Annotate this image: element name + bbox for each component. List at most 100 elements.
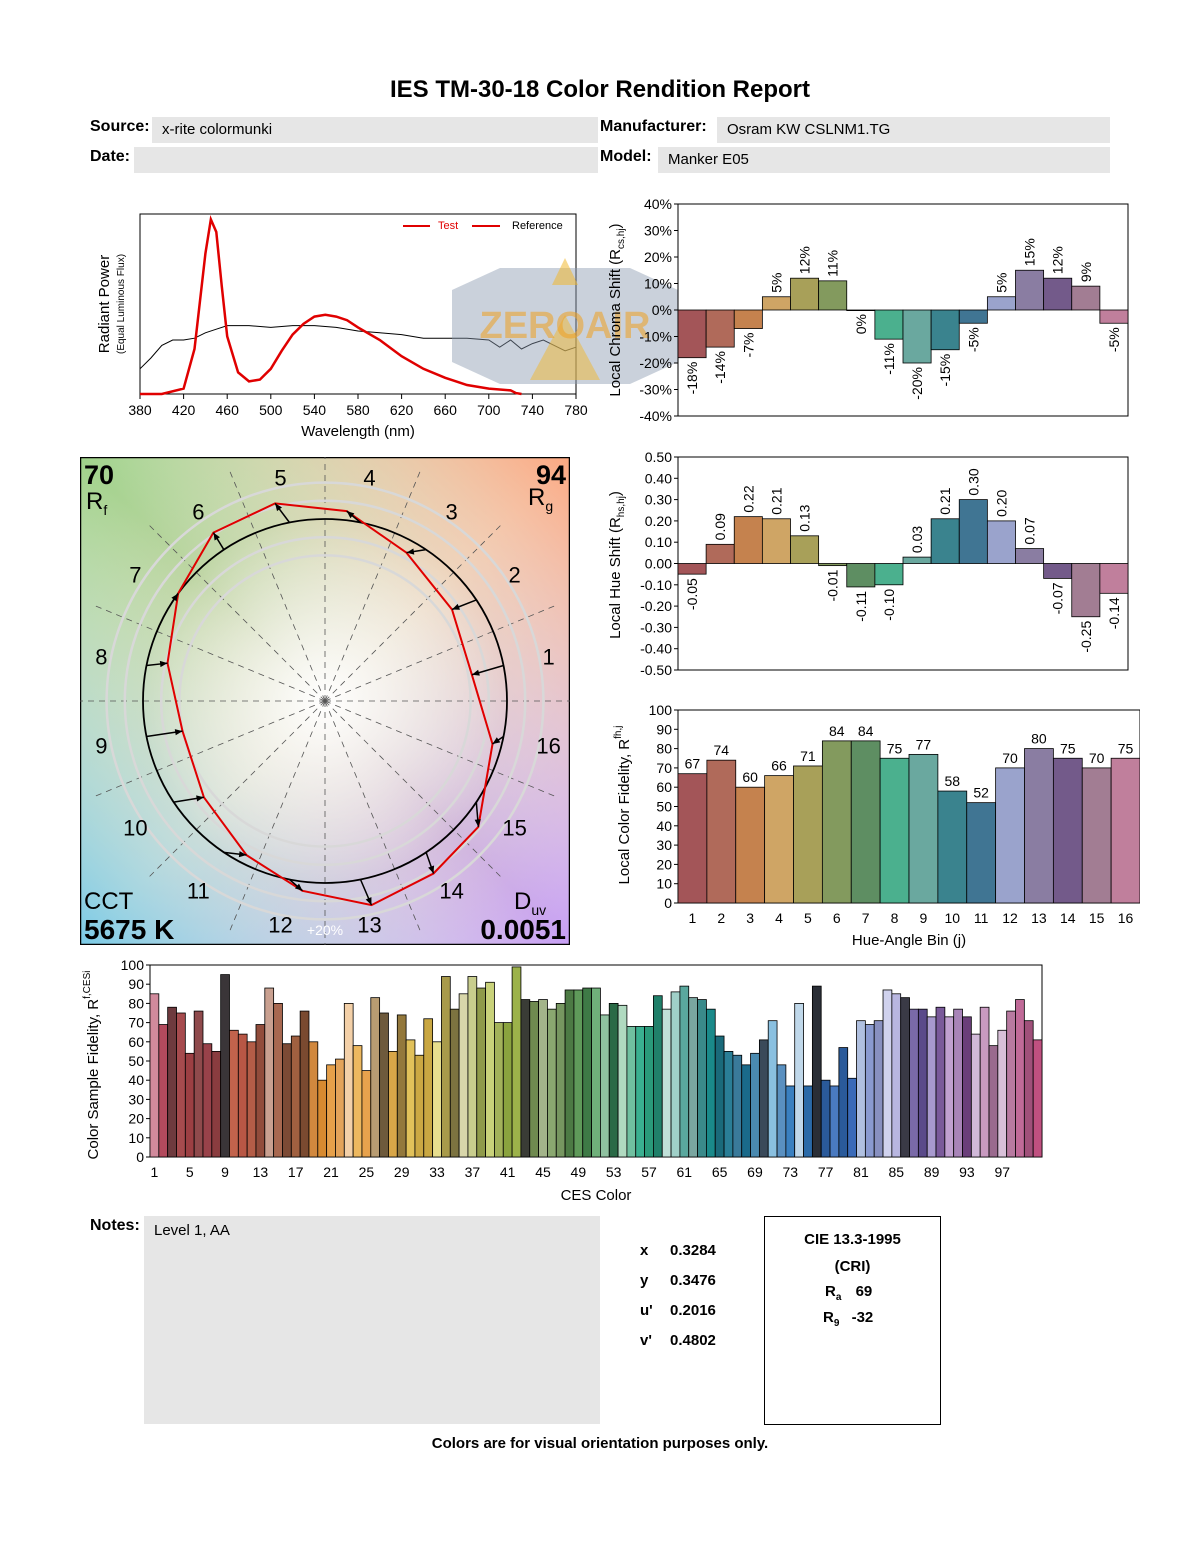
bar [902,309,932,364]
bar [882,989,893,1158]
ytick-label: 0.50 [645,449,672,465]
cri-r9-row: R9 -32 [823,1309,874,1329]
bar [733,516,763,564]
bar [282,1043,292,1158]
bar-data-label: 11% [825,250,841,277]
ytick-label: -0.40 [640,641,672,657]
ytick-label: 80 [656,741,672,757]
hue-bin-spoke [147,523,326,702]
bar [290,1035,301,1158]
arrowhead [346,511,355,519]
ytick-label: 30 [128,1091,144,1107]
bar [761,296,791,311]
bar [944,1016,955,1158]
ytick-label: -0.30 [640,619,672,635]
bar [1071,285,1101,311]
xtick-label: 57 [641,1164,657,1180]
bar [264,987,275,1158]
bar [670,991,681,1158]
manufacturer-field[interactable]: Osram KW CSLNM1.TG [717,117,1110,143]
xtick-label: 89 [924,1164,940,1180]
ytick-label: 0.20 [645,513,672,529]
bar [818,280,848,311]
bar-data-label: -0.25 [1078,621,1094,653]
lamp-icon [552,258,578,285]
bar-data-label: 84 [858,723,874,739]
bar-data-label: 66 [771,758,787,774]
hue-bin-spoke [324,700,503,879]
bar [764,775,794,904]
bar [785,1085,796,1158]
bar [733,309,763,329]
x-value: 0.3284 [670,1242,716,1259]
bar [467,976,478,1158]
xtick-label: 11 [974,910,989,926]
hue-bin-spoke [324,700,557,798]
xtick-label: 17 [288,1164,304,1180]
ytick-label: 0.00 [645,556,672,572]
xtick-label: 73 [783,1164,799,1180]
bar [352,1045,363,1158]
bar [626,1026,637,1158]
bar [600,1014,610,1158]
bar [564,989,575,1158]
xtick-label: 41 [500,1164,516,1180]
arrowhead [471,669,480,676]
v-prime-value: 0.4802 [670,1332,716,1349]
xtick-label: 16 [1118,910,1134,926]
bar [176,1012,186,1158]
xtick-label: 1 [689,910,697,926]
xtick-label: 61 [677,1164,693,1180]
bar [326,1064,336,1158]
bar [1052,757,1083,904]
bar [970,1033,981,1158]
source-field[interactable]: x-rite colormunki [152,117,598,143]
bar [246,1041,257,1158]
bar [1023,1020,1034,1158]
bar [735,786,766,904]
xtick-label: 14 [1060,910,1076,926]
xtick-label: 12 [1002,910,1018,926]
bar-data-label: -11% [881,343,897,375]
arrowhead [196,795,204,802]
model-field[interactable]: Manker E05 [658,147,1110,173]
rg-value: 94 [536,460,566,490]
ytick-label: 10 [128,1130,144,1146]
xtick-label: 97 [994,1164,1010,1180]
bar [476,987,487,1158]
bar [432,1041,442,1158]
bar [986,296,1016,311]
ytick-label: 20% [644,249,672,265]
chroma-ylabel: Local Chroma Shift (Rcs,hj) [607,223,627,396]
bar [255,1024,266,1158]
bar-data-label: 0.21 [768,487,784,514]
arrowhead [159,660,168,668]
arrowhead [474,819,481,827]
notes-field[interactable]: Level 1, AA [144,1216,600,1424]
bar [829,1085,840,1158]
bar-data-label: 0.30 [965,468,981,495]
hue-bin-number: 9 [95,733,107,758]
legend-reference-label: Reference [512,220,563,232]
xtick-label: 2 [717,910,725,926]
hue-bin-number: 16 [536,733,560,758]
hue-bin-number: 5 [274,465,286,490]
ytick-label: 0.30 [645,492,672,508]
bar-data-label: 0% [853,314,869,334]
arrowhead [174,729,183,736]
hue-bin-spoke [93,700,326,798]
bar [494,1022,504,1158]
ytick-label: 60 [656,779,672,795]
legend-test-label: Test [438,220,458,232]
bar-data-label: 5% [768,273,784,293]
xtick-label: 25 [359,1164,375,1180]
bar-data-label: -14% [712,351,728,384]
date-field[interactable] [134,147,598,173]
xtick-label: 3 [746,910,754,926]
notes-label: Notes: [90,1217,140,1234]
bar [677,773,708,904]
bar [803,1085,813,1158]
bar [511,966,522,1158]
bar [790,277,820,311]
